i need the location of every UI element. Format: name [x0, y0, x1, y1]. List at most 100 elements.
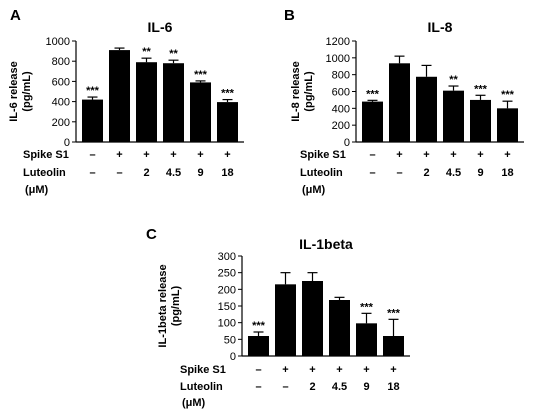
condition-value: – [89, 167, 95, 179]
significance-label: *** [387, 307, 401, 319]
y-tick-label: 250 [218, 268, 236, 280]
y-tick-label: 1200 [326, 36, 350, 48]
bar [136, 62, 157, 142]
condition-value: + [336, 364, 342, 376]
condition-value: – [255, 364, 261, 376]
y-tick-label: 50 [224, 334, 236, 346]
condition-value: + [116, 149, 122, 161]
condition-value: – [116, 167, 122, 179]
unit-label: (μM) [182, 397, 206, 409]
y-tick-label: 200 [218, 284, 236, 296]
significance-label: *** [501, 89, 515, 101]
condition-value: 9 [363, 381, 369, 393]
condition-value: + [477, 149, 483, 161]
bar [109, 50, 130, 143]
bar [362, 101, 383, 142]
bar [248, 336, 269, 356]
y-tick-label: 400 [52, 97, 70, 109]
panel-letter: B [284, 7, 295, 24]
condition-value: + [170, 149, 176, 161]
condition-value: + [309, 364, 315, 376]
y-tick-label: 150 [218, 301, 236, 313]
bar [329, 300, 350, 356]
y-tick-label: 200 [332, 120, 350, 132]
condition-value: – [396, 167, 402, 179]
bar [389, 63, 410, 142]
y-tick-label: 0 [344, 137, 350, 149]
panel-letter: A [10, 7, 21, 24]
bar [82, 99, 103, 142]
condition-row-label: Luteolin [23, 167, 66, 179]
condition-value: – [89, 149, 95, 161]
condition-value: 2 [143, 167, 149, 179]
y-tick-label: 600 [332, 87, 350, 99]
condition-value: 2 [309, 381, 315, 393]
bar [497, 108, 518, 142]
y-tick-label: 400 [332, 103, 350, 115]
condition-value: 9 [197, 167, 203, 179]
condition-value: + [197, 149, 203, 161]
condition-value: 4.5 [332, 381, 347, 393]
bar [163, 63, 184, 142]
y-axis-label: (pg/mL) [21, 71, 33, 112]
unit-label: (μM) [302, 184, 326, 196]
condition-value: 18 [501, 167, 513, 179]
condition-row-label: Spike S1 [300, 149, 346, 161]
significance-label: *** [221, 88, 235, 100]
panel-letter: C [146, 226, 157, 243]
y-tick-label: 1000 [46, 36, 70, 48]
condition-value: + [504, 149, 510, 161]
condition-value: + [282, 364, 288, 376]
significance-label: *** [194, 69, 208, 81]
significance-label: *** [474, 83, 488, 95]
bar [356, 323, 377, 356]
significance-label: *** [252, 320, 266, 332]
condition-value: – [282, 381, 288, 393]
chart-title: IL-6 [148, 19, 173, 35]
y-axis-label: IL-1beta release [157, 264, 169, 347]
condition-value: 9 [477, 167, 483, 179]
condition-row-label: Spike S1 [23, 149, 69, 161]
condition-value: 18 [387, 381, 399, 393]
y-tick-label: 0 [64, 137, 70, 149]
condition-value: 18 [221, 167, 233, 179]
y-tick-label: 1000 [326, 53, 350, 65]
significance-label: *** [366, 88, 380, 100]
unit-label: (μM) [25, 184, 49, 196]
bar [217, 102, 238, 142]
condition-value: – [369, 167, 375, 179]
significance-label: ** [169, 48, 178, 60]
y-axis-label: (pg/mL) [170, 286, 182, 327]
y-axis-label: (pg/mL) [303, 71, 315, 112]
significance-label: *** [86, 85, 100, 97]
y-tick-label: 800 [332, 70, 350, 82]
y-tick-label: 600 [52, 76, 70, 88]
y-axis-label: IL-8 release [290, 61, 302, 122]
significance-label: *** [360, 301, 374, 313]
bar [275, 284, 296, 356]
bar [190, 82, 211, 142]
y-tick-label: 800 [52, 56, 70, 68]
bar [443, 90, 464, 142]
y-tick-label: 200 [52, 117, 70, 129]
condition-value: – [369, 149, 375, 161]
bar [470, 99, 491, 142]
chart-title: IL-1beta [299, 236, 353, 252]
significance-label: ** [142, 46, 151, 58]
chart-title: IL-8 [428, 19, 453, 35]
y-tick-label: 100 [218, 318, 236, 330]
condition-value: + [363, 364, 369, 376]
bar [416, 76, 437, 142]
condition-value: + [450, 149, 456, 161]
bar [302, 281, 323, 356]
condition-value: – [255, 381, 261, 393]
condition-value: 4.5 [166, 167, 181, 179]
condition-value: + [423, 149, 429, 161]
condition-value: + [396, 149, 402, 161]
y-axis-label: IL-6 release [8, 61, 20, 122]
condition-row-label: Luteolin [180, 381, 223, 393]
y-tick-label: 300 [218, 251, 236, 263]
condition-value: 4.5 [446, 167, 461, 179]
condition-value: + [143, 149, 149, 161]
